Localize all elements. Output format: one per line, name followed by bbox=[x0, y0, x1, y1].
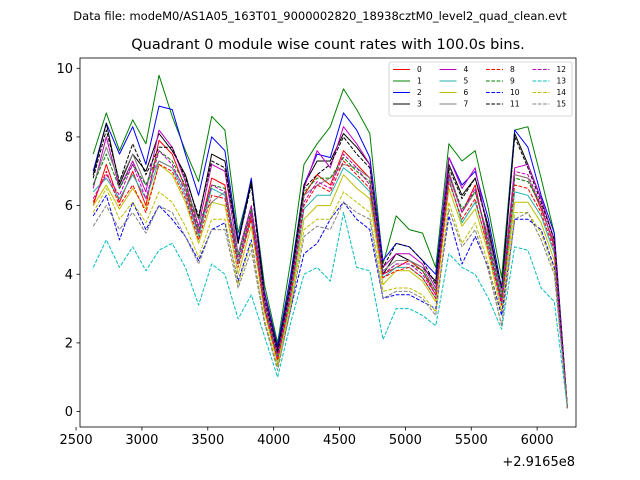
x-tick-label-3000: 3000 bbox=[125, 433, 158, 448]
y-tick-label-10: 10 bbox=[56, 62, 73, 77]
legend-label-13: 13 bbox=[557, 77, 567, 86]
legend-entry-1: 1 bbox=[393, 77, 422, 86]
legend-label-6: 6 bbox=[464, 88, 469, 97]
legend-entry-9: 9 bbox=[486, 77, 515, 86]
series-line-13 bbox=[92, 212, 568, 409]
y-tick-label-0: 0 bbox=[65, 405, 73, 420]
legend-label-12: 12 bbox=[557, 65, 567, 74]
x-tick-label-2500: 2500 bbox=[60, 433, 93, 448]
x-offset-label: +2.9165e8 bbox=[502, 455, 575, 470]
legend-label-7: 7 bbox=[464, 100, 469, 109]
legend-entry-8: 8 bbox=[486, 65, 515, 74]
y-tick-label-6: 6 bbox=[65, 199, 73, 214]
legend-label-11: 11 bbox=[510, 100, 520, 109]
legend-label-14: 14 bbox=[557, 88, 567, 97]
legend-entry-10: 10 bbox=[486, 88, 520, 97]
legend-entry-2: 2 bbox=[393, 88, 422, 97]
legend-entry-3: 3 bbox=[393, 100, 422, 109]
axes-frame bbox=[79, 57, 577, 428]
legend-entry-7: 7 bbox=[439, 100, 469, 109]
legend-label-1: 1 bbox=[417, 77, 422, 86]
x-tick-label-6000: 6000 bbox=[521, 433, 554, 448]
legend-label-8: 8 bbox=[510, 65, 515, 74]
x-tick-label-5000: 5000 bbox=[389, 433, 422, 448]
series-lines bbox=[92, 74, 568, 409]
legend-entry-13: 13 bbox=[532, 77, 567, 86]
chart-title: Quadrant 0 module wise count rates with … bbox=[131, 37, 525, 53]
legend-entry-12: 12 bbox=[532, 65, 567, 74]
legend-entry-11: 11 bbox=[486, 100, 520, 109]
legend-entry-4: 4 bbox=[439, 65, 469, 74]
series-line-14 bbox=[92, 187, 568, 409]
data-file-subtitle: Data file: modeM0/AS1A05_163T01_90000028… bbox=[73, 9, 567, 23]
series-line-6 bbox=[92, 163, 568, 409]
legend-label-10: 10 bbox=[510, 88, 520, 97]
legend-label-5: 5 bbox=[464, 77, 469, 86]
y-tick-label-2: 2 bbox=[65, 336, 73, 351]
x-tick-label-3500: 3500 bbox=[191, 433, 224, 448]
plot-area bbox=[92, 74, 568, 409]
series-line-2 bbox=[92, 105, 568, 409]
legend-label-4: 4 bbox=[464, 65, 469, 74]
legend-label-3: 3 bbox=[417, 100, 422, 109]
series-line-11 bbox=[92, 129, 568, 409]
series-line-7 bbox=[92, 146, 568, 409]
legend-entry-15: 15 bbox=[532, 100, 567, 109]
legend-label-9: 9 bbox=[510, 77, 515, 86]
series-line-15 bbox=[92, 201, 568, 409]
x-tick-label-4500: 4500 bbox=[323, 433, 356, 448]
x-tick-label-4000: 4000 bbox=[257, 433, 290, 448]
legend-label-15: 15 bbox=[557, 100, 567, 109]
y-tick-label-8: 8 bbox=[65, 130, 73, 145]
legend-entry-6: 6 bbox=[439, 88, 469, 97]
legend-box bbox=[388, 61, 573, 117]
series-line-9 bbox=[92, 150, 568, 409]
y-tick-label-4: 4 bbox=[65, 268, 73, 283]
legend-entry-5: 5 bbox=[439, 77, 469, 86]
legend-label-2: 2 bbox=[417, 88, 422, 97]
series-line-1 bbox=[92, 74, 568, 409]
x-tick-label-5500: 5500 bbox=[455, 433, 488, 448]
series-line-10 bbox=[92, 194, 568, 409]
series-line-3 bbox=[92, 122, 568, 409]
legend-label-0: 0 bbox=[417, 65, 422, 74]
legend-entry-14: 14 bbox=[532, 88, 567, 97]
legend-entry-0: 0 bbox=[393, 65, 422, 74]
series-line-12 bbox=[92, 150, 568, 409]
